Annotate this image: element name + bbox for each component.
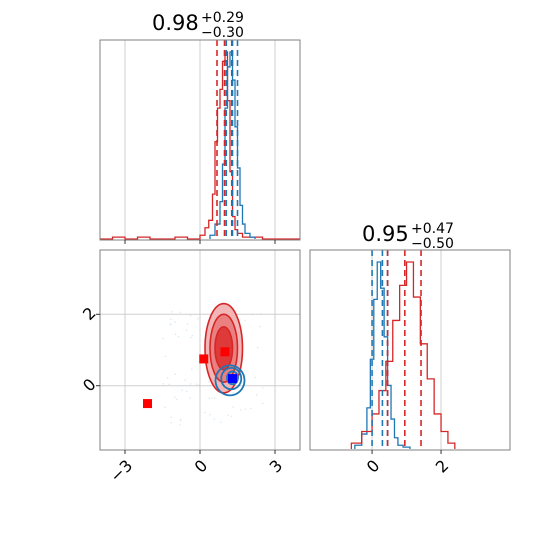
title-minus-error: −0.50 [411, 236, 454, 252]
x-ticks [124, 240, 276, 244]
title-plus-error: +0.29 [201, 10, 244, 26]
scatter-point [169, 323, 172, 326]
scatter-point [261, 387, 264, 389]
scatter-point [250, 407, 252, 410]
x-tick-label: 2 [432, 456, 453, 477]
blue-contour [220, 366, 243, 391]
scatter-point [244, 319, 246, 322]
scatter-point [170, 416, 173, 418]
scatter-point [170, 421, 172, 424]
marker-point [199, 354, 209, 364]
scatter-point [244, 408, 247, 411]
scatter-point [239, 409, 242, 411]
scatter-point [232, 406, 234, 408]
scatter-point [169, 323, 172, 326]
scatter-point [189, 383, 192, 385]
title-plus-error: +0.47 [411, 221, 454, 237]
scatter-point [208, 397, 211, 400]
scatter-point [164, 406, 166, 409]
y-tick-label: 2 [79, 303, 100, 324]
scatter-point [259, 325, 261, 328]
scatter-point [185, 329, 188, 331]
grid-lines [124, 40, 276, 240]
scatter-point [174, 333, 177, 336]
scatter-point [211, 397, 213, 399]
quantile-lines [371, 250, 422, 450]
histogram-series [350, 261, 456, 449]
histogram-red [350, 261, 456, 449]
scatter-point [227, 414, 229, 416]
panel-frame [309, 249, 511, 451]
grid-lines [100, 250, 300, 450]
scatter-point [230, 415, 233, 418]
scatter-point [208, 413, 211, 416]
scatter-point [177, 335, 180, 338]
scatter-point [181, 389, 183, 392]
panel-hist-param-1: 0.98 +0.29 −0.30 [99, 10, 301, 244]
marker-point [220, 347, 230, 357]
marker-points [143, 347, 237, 409]
scatter-point [256, 346, 259, 349]
title-value: 0.95 [362, 222, 409, 246]
scatter-point [168, 383, 171, 386]
scatter-point [178, 424, 181, 426]
scatter-point [175, 398, 178, 401]
scatter-point [213, 418, 216, 420]
histogram-blue [209, 51, 256, 239]
title-value: 0.98 [152, 11, 199, 35]
scatter-point [232, 392, 234, 394]
scatter-point [166, 377, 169, 379]
x-tick-label: −3 [106, 456, 136, 486]
scatter-point [191, 368, 193, 370]
blue-contour [226, 370, 239, 386]
scatter-point [171, 310, 173, 313]
histogram-blue [354, 261, 411, 449]
density-contours [204, 302, 246, 397]
scatter-point [164, 355, 167, 358]
quantile-lines [216, 40, 239, 240]
scatter-point [162, 337, 165, 340]
scatter-point [184, 379, 186, 381]
y-tick-label: 0 [79, 375, 100, 396]
scatter-point [219, 421, 222, 424]
blue-contour [214, 364, 246, 397]
panel-scatter-param-1-vs-2: −3 0 3 0 2 [79, 249, 301, 486]
scatter-point [180, 418, 182, 421]
scatter-point [204, 411, 206, 414]
scatter-point [186, 323, 189, 325]
scatter-point [251, 313, 254, 316]
scatter-point [174, 321, 176, 324]
scatter-point [207, 381, 210, 383]
x-tick-label: 0 [363, 456, 384, 477]
x-tick-label: 3 [266, 456, 287, 477]
scatter-point [214, 397, 216, 399]
scatter-point [255, 393, 258, 396]
scatter-point [190, 336, 192, 339]
scatter-point [174, 373, 176, 376]
scatter-point [262, 402, 264, 405]
scatter-point [170, 318, 172, 320]
scatter-point [254, 376, 257, 379]
title-minus-error: −0.30 [201, 25, 244, 41]
scatter-point [260, 313, 262, 315]
x-tick-label: 0 [191, 456, 212, 477]
scatter-point [198, 384, 201, 386]
scatter-point [191, 334, 194, 337]
axis-ticks: −3 0 3 0 2 [79, 303, 286, 486]
scatter-point [185, 390, 188, 392]
scatter-point [197, 317, 199, 320]
scatter-point [189, 397, 192, 399]
scatter-point [162, 383, 165, 385]
scatter-point [179, 311, 182, 314]
scatter-point [173, 396, 176, 398]
scatter-point [195, 383, 198, 385]
scatter-point [189, 314, 192, 317]
marker-point [228, 374, 237, 384]
marker-point [143, 399, 152, 409]
scatter-point [179, 419, 182, 422]
